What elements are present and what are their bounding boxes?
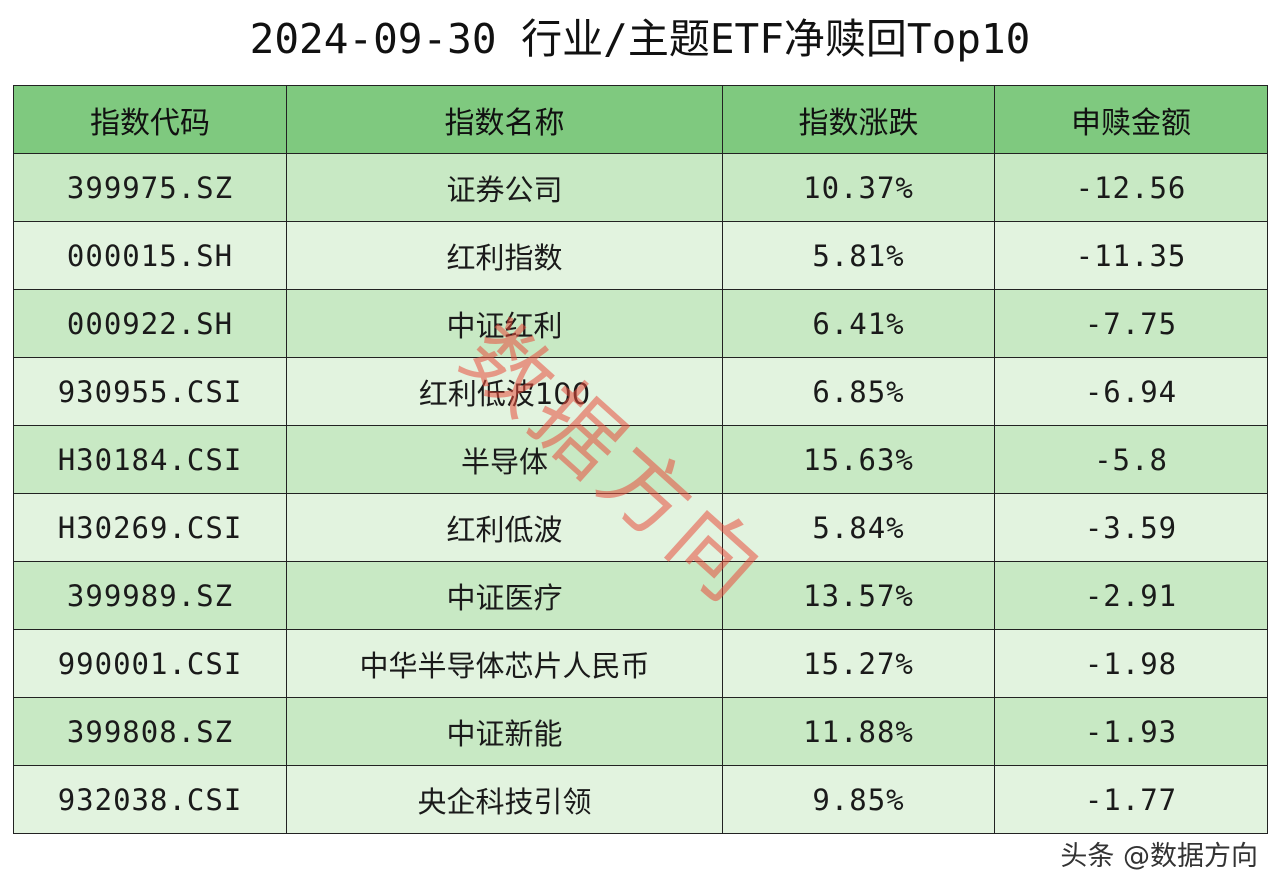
table-row: 399808.SZ 中证新能 11.88% -1.93 xyxy=(13,697,1268,766)
index-name-cell: 中证红利 xyxy=(286,289,723,358)
index-code-cell: H30184.CSI xyxy=(13,425,287,494)
amount-cell: -12.56 xyxy=(994,153,1268,222)
index-change-cell: 15.27% xyxy=(722,629,995,698)
index-code-cell: 000015.SH xyxy=(13,221,287,290)
amount-cell: -2.91 xyxy=(994,561,1268,630)
index-code-cell: 000922.SH xyxy=(13,289,287,358)
table-row: 932038.CSI 央企科技引领 9.85% -1.77 xyxy=(13,765,1268,834)
amount-cell: -6.94 xyxy=(994,357,1268,426)
index-change-cell: 6.41% xyxy=(722,289,995,358)
index-change-cell: 11.88% xyxy=(722,697,995,766)
index-code-cell: 930955.CSI xyxy=(13,357,287,426)
index-code-cell: 399975.SZ xyxy=(13,153,287,222)
table-row: 990001.CSI 中华半导体芯片人民币 15.27% -1.98 xyxy=(13,629,1268,698)
table-row: 000015.SH 红利指数 5.81% -11.35 xyxy=(13,221,1268,290)
table-row: 000922.SH 中证红利 6.41% -7.75 xyxy=(13,289,1268,358)
index-change-cell: 6.85% xyxy=(722,357,995,426)
index-name-cell: 中证新能 xyxy=(286,697,723,766)
amount-cell: -11.35 xyxy=(994,221,1268,290)
index-name-cell: 中华半导体芯片人民币 xyxy=(286,629,723,698)
index-change-cell: 5.81% xyxy=(722,221,995,290)
amount-cell: -7.75 xyxy=(994,289,1268,358)
header-redemption-amount: 申赎金额 xyxy=(994,85,1268,154)
index-code-cell: 932038.CSI xyxy=(13,765,287,834)
index-name-cell: 央企科技引领 xyxy=(286,765,723,834)
index-change-cell: 13.57% xyxy=(722,561,995,630)
source-credit: 头条 @数据方向 xyxy=(1060,841,1258,872)
index-code-cell: 399808.SZ xyxy=(13,697,287,766)
table-row: H30184.CSI 半导体 15.63% -5.8 xyxy=(13,425,1268,494)
amount-cell: -1.77 xyxy=(994,765,1268,834)
index-name-cell: 红利指数 xyxy=(286,221,723,290)
index-change-cell: 9.85% xyxy=(722,765,995,834)
index-name-cell: 红利低波100 xyxy=(286,357,723,426)
index-change-cell: 5.84% xyxy=(722,493,995,562)
amount-cell: -1.98 xyxy=(994,629,1268,698)
header-index-code: 指数代码 xyxy=(13,85,287,154)
index-change-cell: 10.37% xyxy=(722,153,995,222)
header-index-name: 指数名称 xyxy=(286,85,723,154)
index-name-cell: 中证医疗 xyxy=(286,561,723,630)
table-row: H30269.CSI 红利低波 5.84% -3.59 xyxy=(13,493,1268,562)
amount-cell: -3.59 xyxy=(994,493,1268,562)
index-code-cell: 399989.SZ xyxy=(13,561,287,630)
index-code-cell: 990001.CSI xyxy=(13,629,287,698)
table-row: 399975.SZ 证券公司 10.37% -12.56 xyxy=(13,153,1268,222)
index-name-cell: 证券公司 xyxy=(286,153,723,222)
index-change-cell: 15.63% xyxy=(722,425,995,494)
table-header-row: 指数代码 指数名称 指数涨跌 申赎金额 xyxy=(13,85,1268,154)
amount-cell: -5.8 xyxy=(994,425,1268,494)
header-index-change: 指数涨跌 xyxy=(722,85,995,154)
table-row: 930955.CSI 红利低波100 6.85% -6.94 xyxy=(13,357,1268,426)
amount-cell: -1.93 xyxy=(994,697,1268,766)
page-title: 2024-09-30 行业/主题ETF净赎回Top10 xyxy=(249,15,1031,63)
index-code-cell: H30269.CSI xyxy=(13,493,287,562)
index-name-cell: 半导体 xyxy=(286,425,723,494)
etf-redemption-table: 指数代码 指数名称 指数涨跌 申赎金额 399975.SZ 证券公司 10.37… xyxy=(13,85,1268,834)
index-name-cell: 红利低波 xyxy=(286,493,723,562)
table-row: 399989.SZ 中证医疗 13.57% -2.91 xyxy=(13,561,1268,630)
